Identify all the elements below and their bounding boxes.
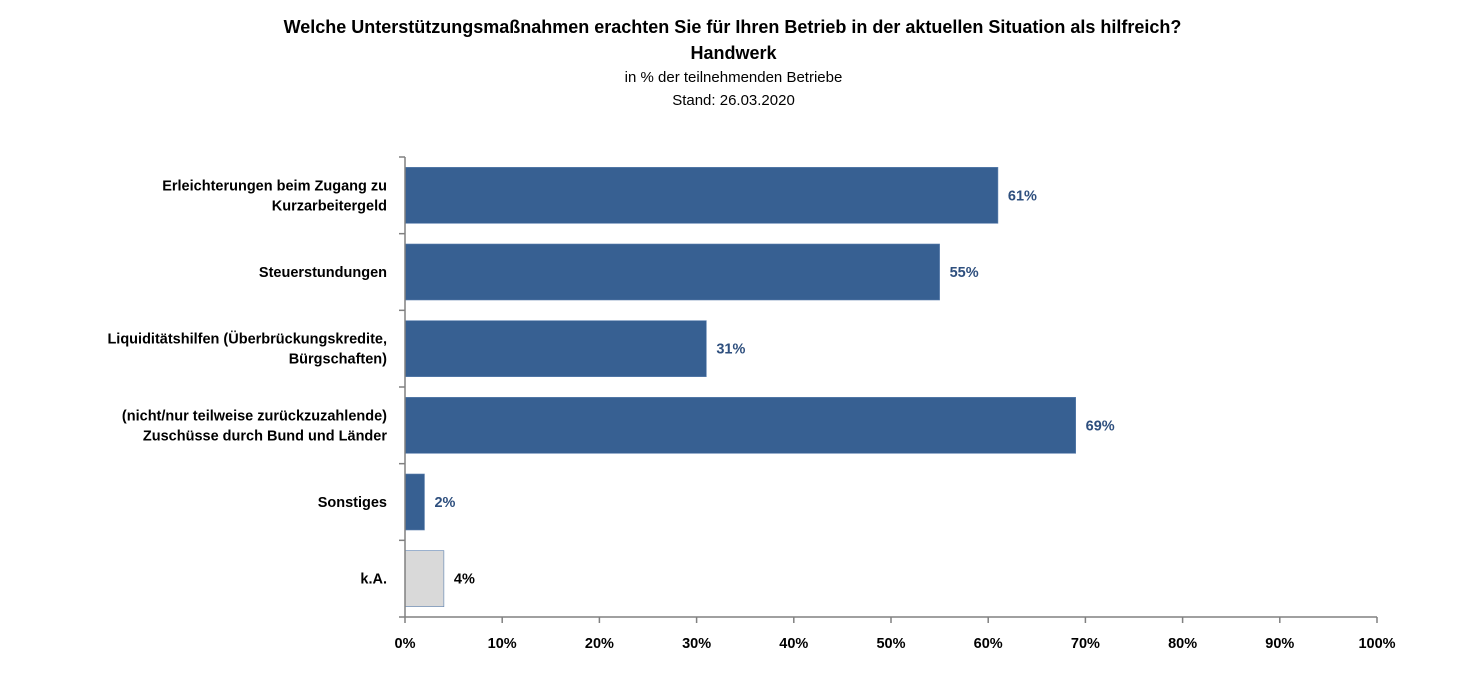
chart-note-unit: in % der teilnehmenden Betriebe — [624, 69, 843, 86]
x-tick-label-0: 0% — [395, 636, 416, 652]
value-label-5: 4% — [454, 572, 475, 588]
value-label-4: 2% — [434, 495, 455, 511]
x-tick-label-8: 80% — [1168, 636, 1197, 652]
value-label-3: 69% — [1086, 418, 1115, 434]
bar-5 — [404, 550, 445, 607]
category-label-3-0: (nicht/nur teilweise zurückzuzahlende) — [122, 408, 387, 424]
bar-3 — [404, 397, 1076, 454]
chart-note-date: Stand: 26.03.2020 — [672, 92, 795, 109]
category-label-2-1: Bürgschaften) — [289, 352, 387, 368]
value-label-1: 55% — [950, 265, 979, 281]
x-tick-label-4: 40% — [779, 636, 808, 652]
bar-1 — [404, 243, 940, 301]
x-tick-label-7: 70% — [1071, 636, 1100, 652]
x-tick-label-3: 30% — [682, 636, 711, 652]
value-label-0: 61% — [1008, 188, 1037, 204]
category-label-2-0: Liquiditätshilfen (Überbrückungskredite, — [107, 331, 387, 348]
x-tick-label-6: 60% — [974, 636, 1003, 652]
value-label-2: 31% — [716, 342, 745, 358]
x-tick-label-2: 20% — [585, 636, 614, 652]
category-label-0-1: Kurzarbeitergeld — [272, 198, 387, 214]
category-label-4-0: Sonstiges — [318, 495, 387, 511]
chart-titles: Welche Unterstützungsmaßnahmen erachten … — [0, 14, 1467, 112]
category-label-5-0: k.A. — [360, 572, 387, 588]
chart-subtitle: Handwerk — [690, 43, 777, 63]
category-label-0-0: Erleichterungen beim Zugang zu — [162, 178, 387, 194]
category-label-3-1: Zuschüsse durch Bund und Länder — [143, 428, 387, 444]
bar-4 — [404, 473, 425, 531]
x-tick-label-9: 90% — [1265, 636, 1294, 652]
bar-0 — [404, 167, 999, 224]
chart-title: Welche Unterstützungsmaßnahmen erachten … — [283, 17, 1182, 37]
category-label-1-0: Steuerstundungen — [259, 265, 387, 281]
bar-2 — [404, 320, 707, 377]
x-tick-label-10: 100% — [1358, 636, 1395, 652]
x-tick-label-5: 50% — [876, 636, 905, 652]
x-tick-label-1: 10% — [488, 636, 517, 652]
